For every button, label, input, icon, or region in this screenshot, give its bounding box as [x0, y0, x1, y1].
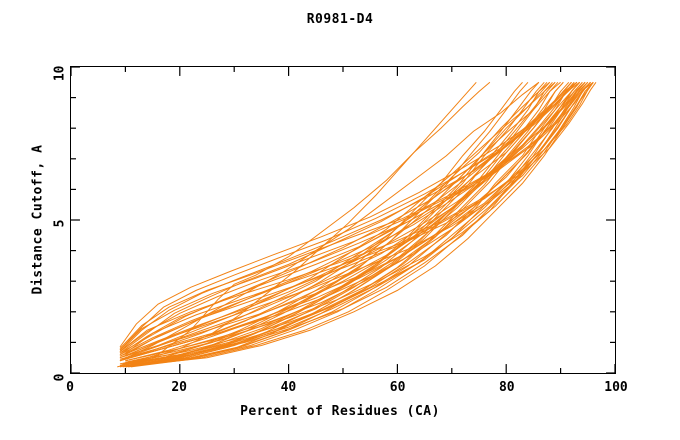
y-tick-label: 10	[52, 65, 68, 82]
series-line	[125, 82, 547, 367]
series-line	[131, 82, 588, 364]
series-layer	[117, 82, 596, 367]
series-line	[120, 82, 585, 354]
axis-ticks	[71, 67, 615, 373]
y-tick-label: 5	[52, 219, 68, 228]
x-tick-label: 80	[498, 380, 515, 395]
series-line	[125, 82, 590, 357]
series-line	[125, 82, 593, 354]
series-line	[125, 82, 544, 365]
series-line	[131, 82, 558, 365]
series-line	[125, 82, 563, 364]
series-line	[120, 82, 577, 351]
series-line	[120, 82, 588, 351]
series-line	[120, 82, 596, 351]
series-line	[120, 82, 523, 367]
series-line	[120, 82, 580, 357]
series-line	[128, 82, 569, 365]
series-line	[128, 82, 552, 367]
series-line	[120, 82, 577, 353]
y-axis-label: Distance Cutoff, A	[30, 144, 46, 295]
y-tick-label: 0	[52, 373, 68, 382]
series-line	[120, 82, 555, 357]
series-line	[120, 82, 490, 365]
series-line	[120, 82, 550, 364]
x-axis-label: Percent of Residues (CA)	[240, 404, 440, 419]
x-tick-label: 0	[66, 380, 74, 395]
series-line	[123, 82, 555, 364]
series-line	[120, 82, 582, 356]
chart-title: R0981-D4	[306, 12, 374, 27]
series-line	[134, 82, 586, 365]
series-line	[125, 82, 593, 356]
series-line	[120, 82, 572, 357]
plot-area	[70, 66, 616, 374]
series-line	[131, 82, 574, 365]
series-line	[120, 82, 593, 348]
series-line	[120, 82, 539, 360]
x-tick-label: 100	[604, 380, 628, 395]
x-tick-label: 60	[389, 380, 406, 395]
x-tick-label: 20	[171, 380, 188, 395]
series-line	[123, 82, 583, 359]
series-line	[120, 82, 591, 350]
x-tick-label: 40	[280, 380, 297, 395]
series-line	[125, 82, 590, 360]
series-line	[125, 82, 593, 353]
plot-svg	[71, 67, 615, 373]
series-line	[120, 82, 580, 347]
